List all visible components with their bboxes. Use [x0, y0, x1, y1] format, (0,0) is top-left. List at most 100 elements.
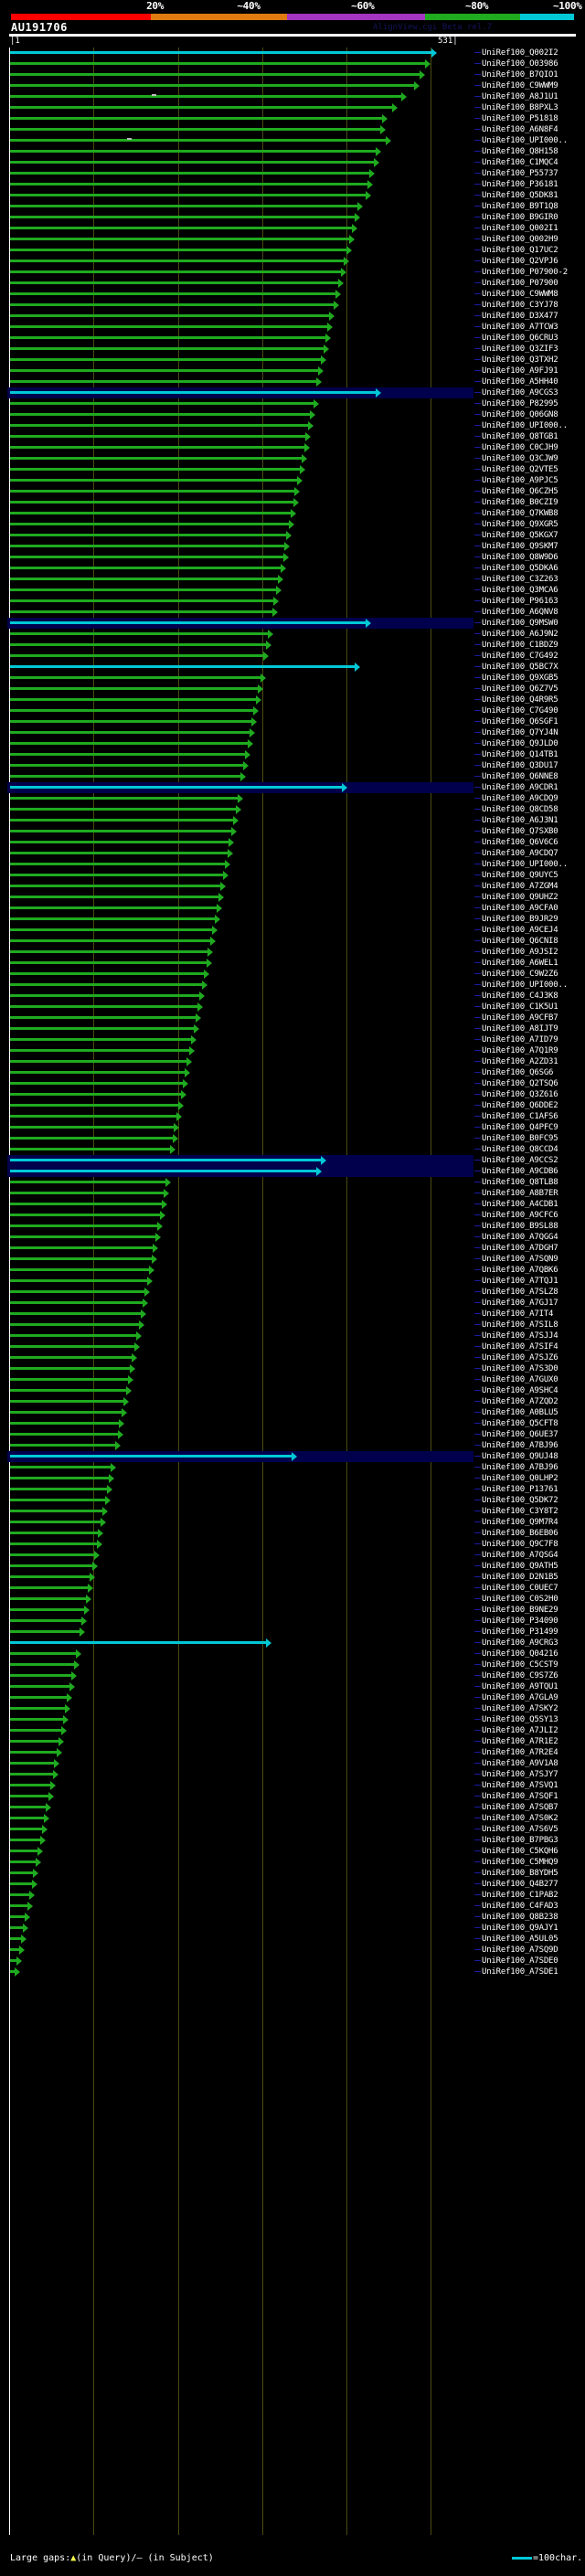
alignment-row[interactable]: UniRef100_A7IT4 — [0, 1309, 585, 1320]
hit-label[interactable]: UniRef100_Q04216 — [482, 1649, 558, 1659]
hit-label[interactable]: UniRef100_A7SQB7 — [482, 1803, 558, 1812]
alignment-row[interactable]: UniRef100_A6QNV8 — [0, 607, 585, 618]
hit-label[interactable]: UniRef100_A7SJY7 — [482, 1770, 558, 1779]
alignment-row[interactable]: UniRef100_A7SQ9D — [0, 1945, 585, 1956]
hit-label[interactable]: UniRef100_UPI000.. — [482, 981, 568, 990]
alignment-row[interactable]: UniRef100_P07900 — [0, 278, 585, 289]
alignment-row[interactable]: UniRef100_A9CFB7 — [0, 1012, 585, 1023]
hit-label[interactable]: UniRef100_A9CCS2 — [482, 1156, 558, 1165]
hit-label[interactable]: UniRef100_Q002I1 — [482, 224, 558, 233]
hsp-bar[interactable] — [9, 643, 267, 646]
hit-label[interactable]: UniRef100_Q5SY13 — [482, 1715, 558, 1724]
hsp-bar[interactable] — [9, 1345, 135, 1348]
hit-label[interactable]: UniRef100_A7GUX0 — [482, 1375, 558, 1384]
hsp-bar[interactable] — [9, 1148, 170, 1150]
alignment-row[interactable]: UniRef100_A7SQN9 — [0, 1254, 585, 1265]
hsp-bar[interactable] — [9, 709, 254, 712]
alignment-row[interactable]: UniRef100_Q5BC7X — [0, 662, 585, 673]
alignment-row[interactable]: UniRef100_A7BJ96 — [0, 1440, 585, 1451]
hsp-bar[interactable] — [9, 1301, 144, 1304]
hit-label[interactable]: UniRef100_Q8TLB8 — [482, 1178, 558, 1187]
hit-label[interactable]: UniRef100_C9WWM9 — [482, 81, 558, 90]
alignment-row[interactable]: UniRef100_C4FAD3 — [0, 1901, 585, 1912]
hsp-bar[interactable] — [9, 73, 420, 76]
alignment-row[interactable]: UniRef100_UPI000.. — [0, 980, 585, 991]
hit-label[interactable]: UniRef100_Q7YJ4N — [482, 728, 558, 737]
hsp-bar[interactable] — [9, 1959, 16, 1962]
hit-label[interactable]: UniRef100_P07900-2 — [482, 268, 568, 277]
hsp-bar[interactable] — [9, 51, 431, 54]
hsp-bar[interactable] — [9, 797, 238, 800]
hit-label[interactable]: UniRef100_A9CFA0 — [482, 904, 558, 913]
alignment-row[interactable]: UniRef100_C5MHQ9 — [0, 1857, 585, 1868]
hsp-bar[interactable] — [9, 939, 211, 942]
alignment-row[interactable]: UniRef100_A9CDQ7 — [0, 848, 585, 859]
hit-label[interactable]: UniRef100_A9CRG3 — [482, 1638, 558, 1648]
hsp-bar[interactable] — [9, 402, 314, 405]
alignment-row[interactable]: UniRef100_Q9XGB5 — [0, 673, 585, 684]
hit-label[interactable]: UniRef100_B9JR29 — [482, 915, 558, 924]
alignment-row[interactable]: UniRef100_A6J3N1 — [0, 815, 585, 826]
hsp-bar[interactable] — [9, 1970, 16, 1973]
hit-label[interactable]: UniRef100_Q6DDE2 — [482, 1101, 558, 1110]
hsp-bar[interactable] — [9, 1817, 45, 1819]
hsp-bar[interactable] — [9, 819, 234, 822]
alignment-row[interactable]: UniRef100_Q14TB1 — [0, 749, 585, 760]
hit-label[interactable]: UniRef100_Q9XGR5 — [482, 520, 558, 529]
hsp-bar[interactable] — [9, 1630, 80, 1633]
hit-label[interactable]: UniRef100_Q5DK72 — [482, 1496, 558, 1505]
alignment-row[interactable]: UniRef100_A7SLZ8 — [0, 1287, 585, 1298]
alignment-row[interactable]: UniRef100_Q4B277 — [0, 1879, 585, 1890]
hsp-bar[interactable] — [9, 1828, 42, 1830]
hit-label[interactable]: UniRef100_P31499 — [482, 1627, 558, 1637]
alignment-row[interactable]: UniRef100_A9V1A8 — [0, 1758, 585, 1769]
hit-label[interactable]: UniRef100_B0CZI9 — [482, 498, 558, 507]
hit-label[interactable]: UniRef100_A7TQJ1 — [482, 1277, 558, 1286]
hsp-bar[interactable] — [9, 1038, 191, 1041]
hsp-bar[interactable] — [9, 1784, 50, 1786]
hsp-bar[interactable] — [9, 139, 387, 142]
hsp-bar[interactable] — [9, 632, 268, 635]
hsp-bar[interactable] — [9, 1115, 177, 1118]
hsp-bar[interactable] — [9, 1510, 103, 1512]
alignment-row[interactable]: UniRef100_Q6DDE2 — [0, 1100, 585, 1111]
alignment-row[interactable]: UniRef100_O03986 — [0, 58, 585, 69]
hit-label[interactable]: UniRef100_Q7SXB0 — [482, 827, 558, 836]
hsp-bar[interactable] — [9, 852, 228, 854]
alignment-row[interactable]: UniRef100_B9T1Q8 — [0, 201, 585, 212]
hit-label[interactable]: UniRef100_C1PAB2 — [482, 1891, 558, 1900]
hsp-bar[interactable] — [9, 183, 367, 186]
hsp-bar[interactable] — [9, 62, 425, 65]
hit-label[interactable]: UniRef100_Q2VPJ6 — [482, 257, 558, 266]
hsp-bar[interactable] — [9, 556, 283, 558]
alignment-row[interactable]: UniRef100_C7G490 — [0, 705, 585, 716]
hsp-bar[interactable] — [9, 292, 335, 295]
hsp-bar[interactable] — [9, 599, 274, 602]
hit-label[interactable]: UniRef100_A7SJZ6 — [482, 1353, 558, 1362]
hsp-bar[interactable] — [9, 1619, 81, 1622]
hsp-bar[interactable] — [9, 588, 277, 591]
alignment-row[interactable]: UniRef100_A9JSI2 — [0, 947, 585, 958]
hsp-bar[interactable] — [9, 270, 342, 273]
hit-label[interactable]: UniRef100_Q6CNI8 — [482, 937, 558, 946]
hit-label[interactable]: UniRef100_Q4PFC9 — [482, 1123, 558, 1132]
hit-label[interactable]: UniRef100_A7SLZ8 — [482, 1288, 558, 1297]
hsp-bar[interactable] — [9, 1521, 101, 1523]
alignment-row[interactable]: UniRef100_C3Z263 — [0, 574, 585, 585]
alignment-row[interactable]: UniRef100_Q5CFT8 — [0, 1418, 585, 1429]
alignment-row[interactable]: UniRef100_A7SJY7 — [0, 1769, 585, 1780]
alignment-row[interactable]: UniRef100_Q2VPJ6 — [0, 256, 585, 267]
hit-label[interactable]: UniRef100_A7TCW3 — [482, 323, 558, 332]
hit-label[interactable]: UniRef100_Q9AJY1 — [482, 1924, 558, 1933]
alignment-row[interactable]: UniRef100_Q8H158 — [0, 146, 585, 157]
hit-label[interactable]: UniRef100_B7QIO1 — [482, 70, 558, 80]
hsp-bar[interactable] — [9, 347, 324, 350]
hit-label[interactable]: UniRef100_Q3MCA6 — [482, 586, 558, 595]
alignment-row[interactable]: UniRef100_A7BJ96 — [0, 1462, 585, 1473]
alignment-row[interactable]: UniRef100_A9PJC5 — [0, 475, 585, 486]
hsp-bar[interactable] — [9, 501, 293, 504]
hit-label[interactable]: UniRef100_P07900 — [482, 279, 558, 288]
hit-label[interactable]: UniRef100_A2ZD31 — [482, 1057, 558, 1066]
hit-label[interactable]: UniRef100_A9SHC4 — [482, 1386, 558, 1395]
alignment-row[interactable]: UniRef100_UPI000.. — [0, 135, 585, 146]
